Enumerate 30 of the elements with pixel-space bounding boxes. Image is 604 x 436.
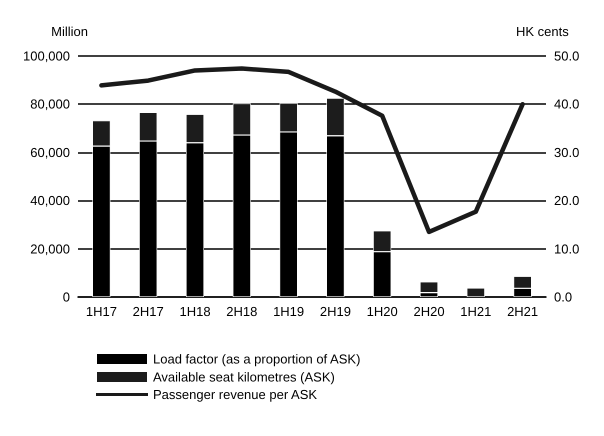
y2-tick-label: 20.0 (554, 193, 580, 208)
line-series (99, 66, 525, 234)
legend-label: Passenger revenue per ASK (153, 387, 318, 402)
y-tick-label: 100,000 (23, 48, 70, 64)
bar (466, 288, 485, 297)
y-tick-label: 0 (62, 290, 70, 304)
x-tick-label: 2H20 (413, 304, 445, 319)
y2-axis-title: HK cents (516, 24, 570, 39)
x-tick-label: 1H20 (366, 304, 398, 319)
y2-tick-label: 50.0 (554, 48, 580, 64)
x-tick-label: 1H19 (273, 304, 304, 319)
y2-tick-label: 30.0 (554, 144, 580, 160)
y2-tick-label: 10.0 (554, 241, 580, 256)
x-tick-label: 2H17 (132, 304, 164, 319)
y2-tick-label: 40.0 (554, 96, 580, 112)
y-tick-label: 80,000 (30, 96, 70, 112)
y-tick-label: 40,000 (30, 193, 70, 208)
bar (420, 282, 438, 293)
y-tick-label: 20,000 (30, 241, 70, 256)
x-tick-label: 1H17 (86, 304, 117, 319)
x-tick-label: 2H18 (226, 304, 258, 319)
legend-label: Load factor (as a proportion of ASK) (153, 352, 360, 366)
y2-tick-label: 0.0 (554, 290, 572, 304)
x-tick-label: 2H21 (507, 304, 538, 319)
y-tick-label: 60,000 (30, 144, 70, 160)
y-axis-title: Million (51, 24, 88, 39)
x-tick-label: 1H18 (179, 304, 211, 319)
legend-label: Available seat kilometres (ASK) (153, 370, 335, 384)
x-tick-label: 2H19 (320, 304, 351, 319)
x-tick-label: 1H21 (460, 304, 492, 319)
